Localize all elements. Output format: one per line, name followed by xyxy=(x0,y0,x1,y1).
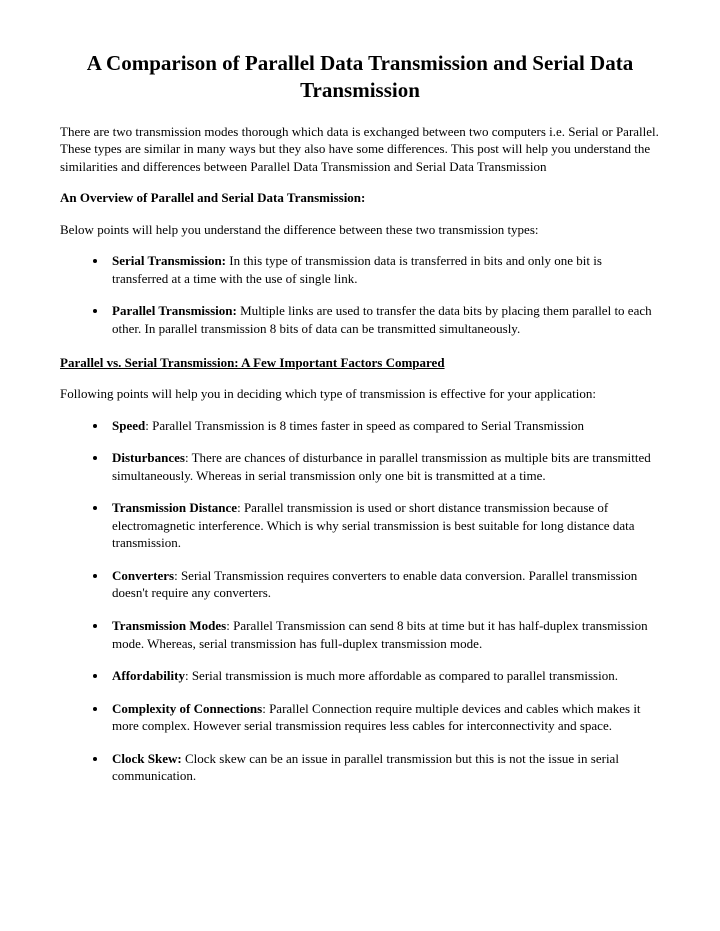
list-item: Serial Transmission: In this type of tra… xyxy=(108,252,660,287)
item-label: Speed xyxy=(112,418,145,433)
item-label: Complexity of Connections xyxy=(112,701,262,716)
item-label: Parallel Transmission: xyxy=(112,303,237,318)
list-item: Complexity of Connections: Parallel Conn… xyxy=(108,700,660,735)
overview-lead: Below points will help you understand th… xyxy=(60,221,660,239)
list-item: Affordability: Serial transmission is mu… xyxy=(108,667,660,685)
item-label: Disturbances xyxy=(112,450,185,465)
item-label: Transmission Distance xyxy=(112,500,237,515)
overview-list: Serial Transmission: In this type of tra… xyxy=(60,252,660,337)
list-item: Disturbances: There are chances of distu… xyxy=(108,449,660,484)
item-label: Affordability xyxy=(112,668,185,683)
item-text: : Serial Transmission requires converter… xyxy=(112,568,637,601)
item-text: : There are chances of disturbance in pa… xyxy=(112,450,651,483)
list-item: Parallel Transmission: Multiple links ar… xyxy=(108,302,660,337)
list-item: Clock Skew: Clock skew can be an issue i… xyxy=(108,750,660,785)
list-item: Speed: Parallel Transmission is 8 times … xyxy=(108,417,660,435)
list-item: Converters: Serial Transmission requires… xyxy=(108,567,660,602)
item-label: Converters xyxy=(112,568,174,583)
factors-list: Speed: Parallel Transmission is 8 times … xyxy=(60,417,660,785)
item-label: Transmission Modes xyxy=(112,618,226,633)
factors-lead: Following points will help you in decidi… xyxy=(60,385,660,403)
item-text: Clock skew can be an issue in parallel t… xyxy=(112,751,619,784)
list-item: Transmission Distance: Parallel transmis… xyxy=(108,499,660,552)
overview-heading: An Overview of Parallel and Serial Data … xyxy=(60,189,660,207)
item-label: Clock Skew: xyxy=(112,751,182,766)
item-text: : Serial transmission is much more affor… xyxy=(185,668,618,683)
intro-paragraph: There are two transmission modes thoroug… xyxy=(60,123,660,176)
item-text: : Parallel Transmission is 8 times faste… xyxy=(145,418,584,433)
factors-heading: Parallel vs. Serial Transmission: A Few … xyxy=(60,354,660,372)
document-title: A Comparison of Parallel Data Transmissi… xyxy=(60,50,660,105)
item-label: Serial Transmission: xyxy=(112,253,226,268)
list-item: Transmission Modes: Parallel Transmissio… xyxy=(108,617,660,652)
